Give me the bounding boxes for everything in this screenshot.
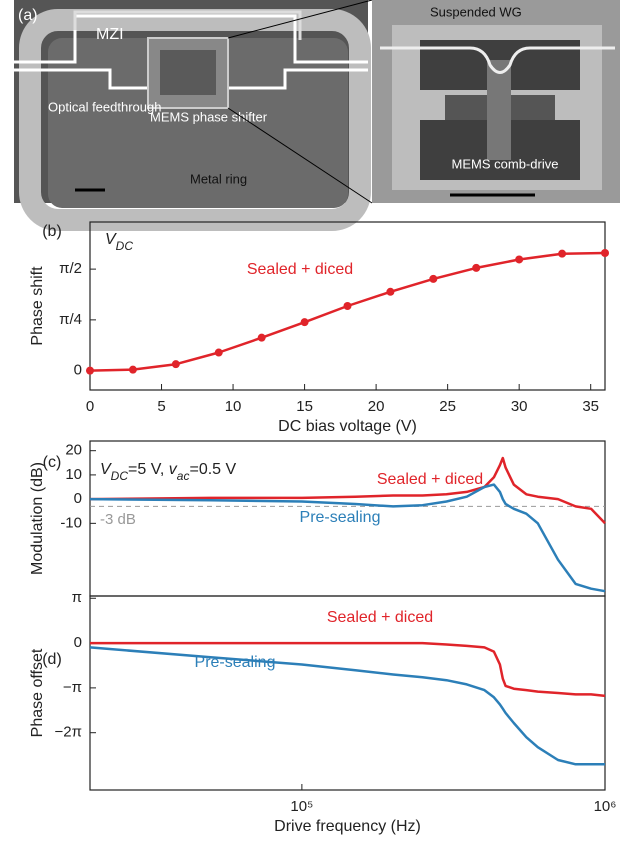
y-tick-label: π/2 (59, 260, 82, 277)
data-point (429, 274, 438, 283)
image-label: Metal ring (190, 171, 247, 186)
series-line (89, 483, 606, 593)
data-point (214, 348, 223, 357)
data-point (386, 287, 395, 296)
series-label: Pre-sealing (300, 509, 381, 526)
reference-label: -3 dB (100, 511, 136, 528)
x-tick-label: 15 (296, 398, 313, 415)
image-label: Optical feedthrough (48, 99, 161, 114)
ring-interior (48, 38, 348, 208)
x-tick-label: 10⁵ (290, 798, 313, 815)
data-point (257, 333, 266, 342)
data-point (128, 365, 137, 374)
series-label: Sealed + diced (327, 609, 433, 626)
suspended-waveguide (380, 46, 615, 74)
panel-label: (d) (42, 651, 62, 668)
panel-label: (c) (43, 454, 62, 471)
annotation-part: V (105, 231, 117, 248)
waveguide (14, 14, 368, 64)
y-axis-label: Modulation (dB) (29, 462, 46, 575)
plot-frame (89, 221, 606, 391)
zoom-line (227, 0, 373, 39)
annotation: VDC=5 V, vac=0.5 V (100, 461, 237, 483)
zoom-line (227, 107, 373, 204)
x-tick-label: 35 (582, 398, 599, 415)
annotation: VDC (105, 231, 133, 253)
annotation-part: DC (116, 239, 134, 253)
y-axis-label: Phase shift (29, 266, 46, 346)
y-tick-label: −2π (55, 724, 82, 741)
panel-label: (a) (18, 7, 38, 24)
x-tick-label: 0 (86, 398, 94, 415)
x-axis-label: DC bias voltage (V) (278, 418, 417, 435)
mzi-arm (73, 10, 302, 40)
data-point (86, 366, 94, 375)
annotation-part: =5 V, (128, 461, 169, 478)
y-tick-label: 0 (74, 634, 82, 651)
annotation-part: v (169, 461, 178, 478)
data-point (300, 318, 309, 327)
phase-shifter-core (160, 50, 216, 95)
x-tick-label: 5 (157, 398, 165, 415)
series-label: Sealed + diced (247, 261, 353, 278)
y-tick-label: -10 (60, 514, 82, 531)
plot-frame (89, 595, 606, 791)
image-label: MZI (96, 26, 124, 43)
shuttle (487, 60, 511, 160)
series-line (89, 646, 605, 766)
x-tick-label: 20 (368, 398, 385, 415)
annotation-part: DC (111, 469, 129, 483)
data-point (515, 255, 524, 264)
x-tick-label: 10⁶ (594, 798, 617, 815)
annotation-part: V (100, 461, 112, 478)
data-point (601, 249, 609, 258)
image-label: MEMS comb-drive (452, 156, 559, 171)
y-axis-label: Phase offset (29, 648, 46, 737)
series-label: Pre-sealing (195, 654, 276, 671)
micrograph-left: (a) MZI Optical feedthrough MEMS phase s… (14, 0, 371, 231)
y-tick-label: π (72, 589, 82, 606)
annotation-part: ac (177, 469, 190, 483)
micrograph-right: Suspended WG MEMS comb-drive (372, 0, 620, 203)
image-label: MEMS phase shifter (150, 109, 268, 124)
y-tick-label: 0 (74, 490, 82, 507)
data-point (472, 263, 481, 272)
annotation-part: =0.5 V (189, 461, 236, 478)
data-point (558, 249, 567, 258)
y-tick-label: 10 (65, 466, 82, 483)
x-tick-label: 25 (439, 398, 456, 415)
data-point (171, 360, 180, 369)
series-line (89, 456, 606, 525)
series-line (90, 641, 606, 698)
data-point (343, 302, 352, 310)
y-tick-label: π/4 (59, 311, 82, 328)
series-label: Sealed + diced (377, 471, 483, 488)
y-tick-label: −π (63, 679, 82, 696)
x-tick-label: 10 (225, 398, 242, 415)
y-tick-label: 0 (74, 362, 82, 379)
x-tick-label: 30 (511, 398, 528, 415)
image-label: Suspended WG (430, 4, 522, 19)
metal-ring (19, 9, 371, 231)
y-tick-label: 20 (65, 442, 82, 459)
x-axis-label: Drive frequency (Hz) (274, 818, 421, 835)
panel-label: (b) (42, 223, 62, 240)
